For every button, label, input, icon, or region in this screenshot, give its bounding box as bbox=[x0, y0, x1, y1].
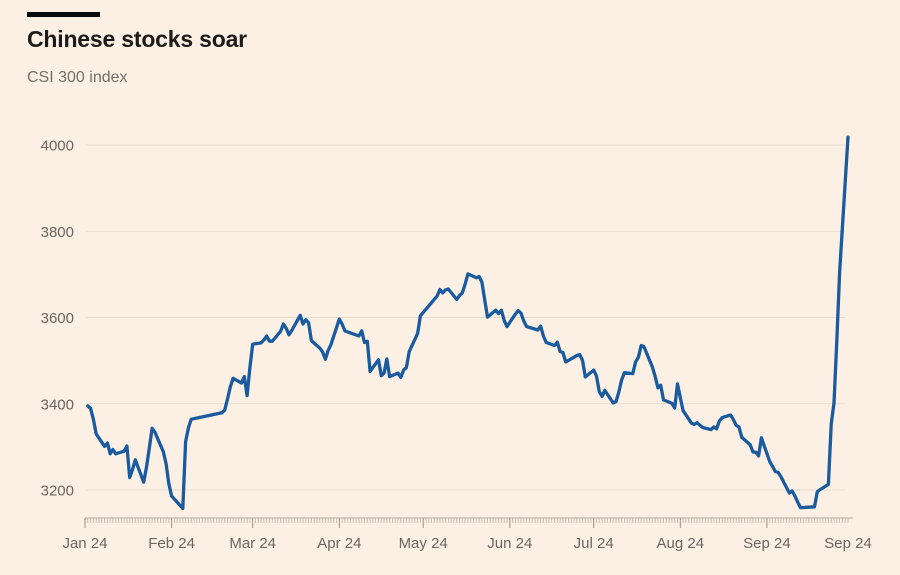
x-axis-label: Jul 24 bbox=[574, 535, 614, 552]
x-axis-label: Mar 24 bbox=[229, 535, 276, 552]
y-axis-label: 3200 bbox=[41, 483, 74, 500]
x-axis-label: Apr 24 bbox=[317, 535, 361, 552]
x-axis-label: Aug 24 bbox=[657, 535, 705, 552]
x-axis-label: Feb 24 bbox=[148, 535, 195, 552]
x-axis-label: Sep 24 bbox=[824, 535, 872, 552]
csi300-price-line bbox=[86, 135, 850, 511]
chart-subtitle: CSI 300 index bbox=[27, 69, 128, 86]
x-axis-label: Jan 24 bbox=[62, 535, 107, 552]
x-axis-label: May 24 bbox=[399, 535, 448, 552]
title-rule bbox=[27, 12, 100, 17]
x-axis-label: Jun 24 bbox=[487, 535, 532, 552]
chart-title: Chinese stocks soar bbox=[27, 26, 247, 52]
y-axis-label: 3800 bbox=[41, 224, 74, 241]
x-axis-label: Sep 24 bbox=[743, 535, 791, 552]
y-axis-label: 3400 bbox=[41, 396, 74, 413]
y-axis-label: 4000 bbox=[41, 138, 74, 155]
y-axis-label: 3600 bbox=[41, 310, 74, 327]
